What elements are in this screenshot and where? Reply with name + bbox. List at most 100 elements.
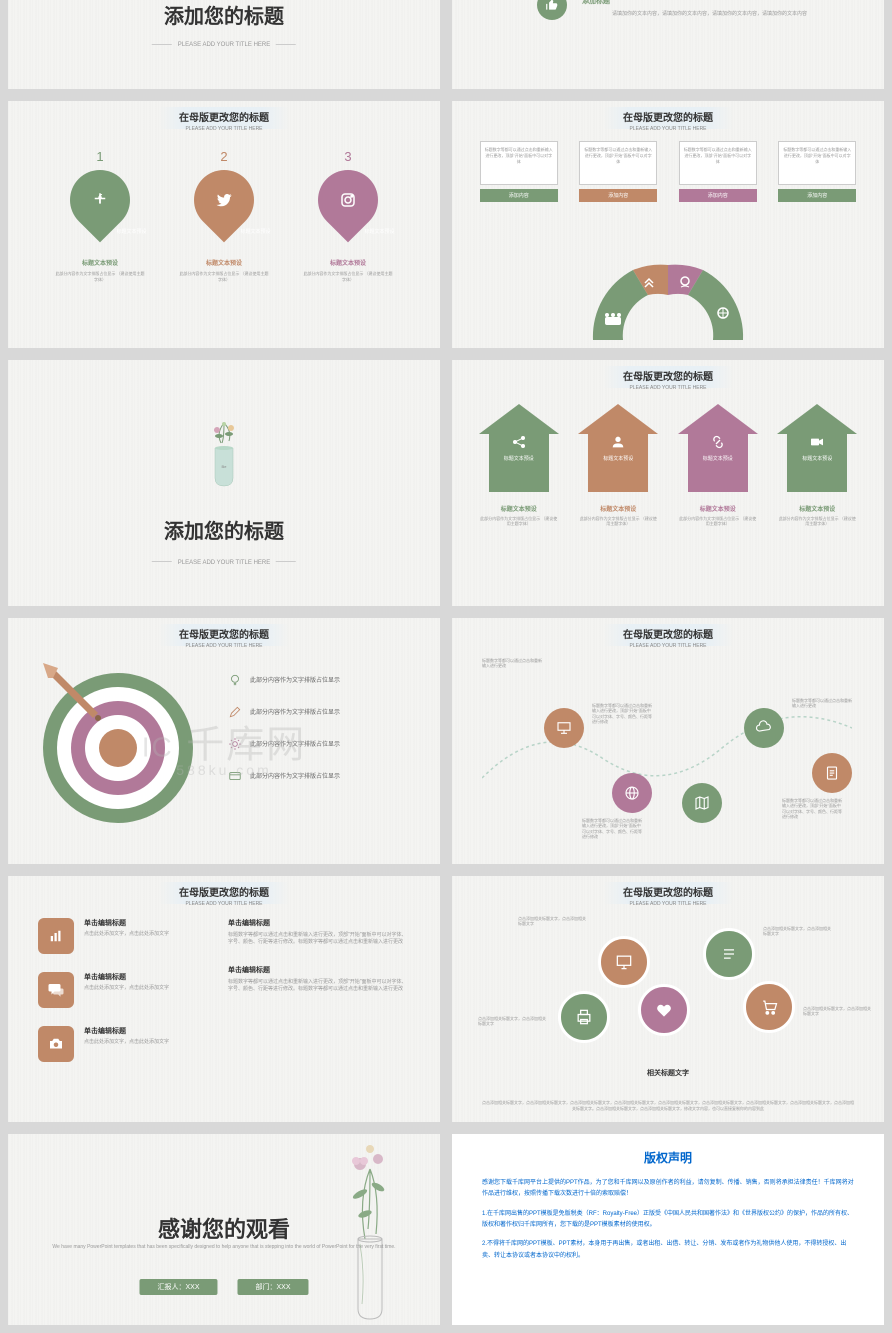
item-title: 单击编辑标题 [84,972,169,982]
slide-header-sub: PLEASE ADD YOUR TITLE HERE [179,901,269,907]
link-icon [710,434,726,450]
item-title: 单击编辑标题 [84,918,169,928]
item-title: 单击编辑标题 [84,1026,169,1036]
section-title: 添加您的标题 [164,0,284,29]
pencil-icon [228,705,242,719]
pin-item: 1 f标题文本预设 标题文本预设 此部分内容作为文字排版占位显示 （建议使用主题… [55,149,145,282]
pin-item: 3 标题文本预设 标题文本预设 此部分内容作为文字排版占位显示 （建议使用主题字… [303,149,393,282]
card-item: 标题数字等都可以通过点击和重新输入进行更改，顶部"开始"面板中可以对字体添加内容 [778,141,856,202]
arrow-item: 标题文本预设 标题文本预设 此部分内容作为文字排版占位显示 （建议使用主题字体） [678,404,758,527]
slide-section-title-2: Be 添加您的标题 PLEASE ADD YOUR TITLE HERE [8,360,440,606]
location-pin-icon: f标题文本预设 [58,158,143,243]
pin-number: 1 [55,149,145,164]
thumbs-up-icon [537,0,567,20]
copyright-paragraph: 感谢您下载千库网平台上提供的PPT作品，为了您和千库网以及原创作者的利益，请勿复… [482,1178,854,1201]
section-subtitle: PLEASE ADD YOUR TITLE HERE [146,560,302,566]
copyright-title: 版权声明 [482,1149,854,1166]
svg-text:f: f [98,192,103,206]
arrow-title: 标题文本预设 [578,504,658,513]
presenter-badge: 汇报人：XXX [139,1279,217,1295]
timeline-text: 标题数字等都可以通过点击和重新输入进行更改，顶部"开始"面板中可以对字体、字号、… [592,703,652,725]
text-block: 单击编辑标题 标题数字等都可以通过点击和重新输入进行更改，顶部"开始"面板中可以… [228,965,410,994]
slide-thumb-icon-partial: 添加标题 请填加你的文本内容，请填加你的文本内容，请填加你的文本内容，请填加你的… [452,0,884,89]
map-icon [682,783,722,823]
pin-desc: 此部分内容作为文字排版占位显示 （建议使用主题字体） [55,271,145,282]
bulb-icon [228,673,242,687]
heart-icon [638,984,690,1036]
arrow-item: 标题文本预设 标题文本预设 此部分内容作为文字排版占位显示 （建议使用主题字体） [777,404,857,527]
pin-title: 标题文本预设 [179,258,269,267]
slide-location-pins: 在母版更改您的标题 PLEASE ADD YOUR TITLE HERE 1 f… [8,101,440,347]
cart-icon [743,981,795,1033]
gear-icon [228,737,242,751]
slide-header-title: 在母版更改您的标题 [623,368,713,383]
arrow-desc: 此部分内容作为文字排版占位显示 （建议使用主题字体） [678,516,758,527]
bottom-title: 相关标题文字 [647,1068,689,1078]
presentation-icon [544,708,584,748]
slide-timeline: 在母版更改您的标题 PLEASE ADD YOUR TITLE HERE 标题数… [452,618,884,864]
arrow-desc: 此部分内容作为文字排版占位显示 （建议使用主题字体） [479,516,559,527]
timeline-text: 标题数字等都可以通过点击和重新输入进行更改 [482,658,542,669]
pin-item: 2 标题文本预设 标题文本预设 此部分内容作为文字排版占位显示 （建议使用主题字… [179,149,269,282]
target-list-item: 此部分内容作为文字排版占位显示 [228,705,340,719]
target-list-item: 此部分内容作为文字排版占位显示 [228,673,340,687]
chart-icon [38,918,74,954]
svg-text:Be: Be [222,464,228,469]
block-title: 单击编辑标题 [228,965,410,975]
cluster-text: 点击添加相关标题文字，点击添加相关标题文字 [803,1006,873,1017]
thanks-title: 感谢您的观看 [158,1212,290,1244]
slide-copyright: 版权声明 感谢您下载千库网平台上提供的PPT作品，为了您和千库网以及原创作者的利… [452,1134,884,1325]
list-item: 单击编辑标题点击此处添加文字，点击此处添加文字 [38,972,169,1008]
slide-header-title: 在母版更改您的标题 [623,884,713,899]
location-pin-icon: 标题文本预设 [306,158,391,243]
cloud-icon [744,708,784,748]
timeline-text: 标题数字等都可以通过点击和重新输入进行更改，顶部"开始"面板中可以对字体、字号、… [782,798,842,820]
monitor-icon [598,936,650,988]
slide-cards-semicircle: 在母版更改您的标题 PLEASE ADD YOUR TITLE HERE 标题数… [452,101,884,347]
watermark-sub: 588ku.com [176,762,271,778]
item-desc: 点击此处添加文字，点击此处添加文字 [84,931,169,938]
bottom-text: 点击添加相关标题文字，点击添加相关标题文字，点击添加相关标题文字，点击添加相关标… [482,1100,854,1112]
pin-title: 标题文本预设 [55,258,145,267]
slide-header-title: 在母版更改您的标题 [623,109,713,124]
globe-icon [612,773,652,813]
chat-icon [38,972,74,1008]
camera-icon [38,1026,74,1062]
card-item: 标题数字等都可以通过点击和重新输入进行更改，顶部"开始"面板中可以对字体添加内容 [679,141,757,202]
item-desc: 点击此处添加文字，点击此处添加文字 [84,985,169,992]
arrow-title: 标题文本预设 [678,504,758,513]
copyright-paragraph: 2.不得将千库网的PPT模板、PPT素材，本身用于再出售，或者出租、出借、转让、… [482,1239,854,1262]
user-icon [610,434,626,450]
slide-header-sub: PLEASE ADD YOUR TITLE HERE [179,643,269,649]
slide-thanks: 感谢您的观看 We have many PowerPoint templates… [8,1134,440,1325]
flower-illustration [330,1139,410,1325]
pin-number: 3 [303,149,393,164]
list-item: 单击编辑标题点击此处添加文字，点击此处添加文字 [38,918,169,954]
slide-header-sub: PLEASE ADD YOUR TITLE HERE [623,126,713,132]
section-subtitle: PLEASE ADD YOUR TITLE HERE [146,42,302,48]
cluster-text: 点击添加相关标题文字，点击添加相关标题文字 [478,1016,548,1027]
label: 添加标题 [582,0,610,6]
slide-header-title: 在母版更改您的标题 [623,626,713,641]
card-bar: 添加内容 [579,189,657,202]
timeline-text: 标题数字等都可以通过点击和重新输入进行更改，顶部"开始"面板中可以对字体、字号、… [582,818,642,840]
slide-header-sub: PLEASE ADD YOUR TITLE HERE [623,643,713,649]
arrow-item: 标题文本预设 标题文本预设 此部分内容作为文字排版占位显示 （建议使用主题字体） [479,404,559,527]
pin-desc: 此部分内容作为文字排版占位显示 （建议使用主题字体） [303,271,393,282]
department-badge: 部门：XXX [238,1279,309,1295]
block-title: 单击编辑标题 [228,918,410,928]
list-item: 单击编辑标题点击此处添加文字，点击此处添加文字 [38,1026,169,1062]
vase-illustration: Be [199,418,249,503]
cluster-text: 点击添加相关标题文字，点击添加相关标题文字 [518,916,588,927]
arrow-item: 标题文本预设 标题文本预设 此部分内容作为文字排版占位显示 （建议使用主题字体） [578,404,658,527]
text-block: 单击编辑标题 标题数字等都可以通过点击和重新输入进行更改，顶部"开始"面板中可以… [228,918,410,947]
block-desc: 标题数字等都可以通过点击和重新输入进行更改，顶部"开始"面板中可以对字体、字号、… [228,932,410,947]
arrow-desc: 此部分内容作为文字排版占位显示 （建议使用主题字体） [578,516,658,527]
slide-header-sub: PLEASE ADD YOUR TITLE HERE [623,901,713,907]
slide-header-sub: PLEASE ADD YOUR TITLE HERE [623,385,713,391]
pin-number: 2 [179,149,269,164]
location-pin-icon: 标题文本预设 [182,158,267,243]
slide-arrows: 在母版更改您的标题 PLEASE ADD YOUR TITLE HERE 标题文… [452,360,884,606]
cluster-text: 点击添加相关标题文字，点击添加相关标题文字 [763,926,833,937]
pin-title: 标题文本预设 [303,258,393,267]
